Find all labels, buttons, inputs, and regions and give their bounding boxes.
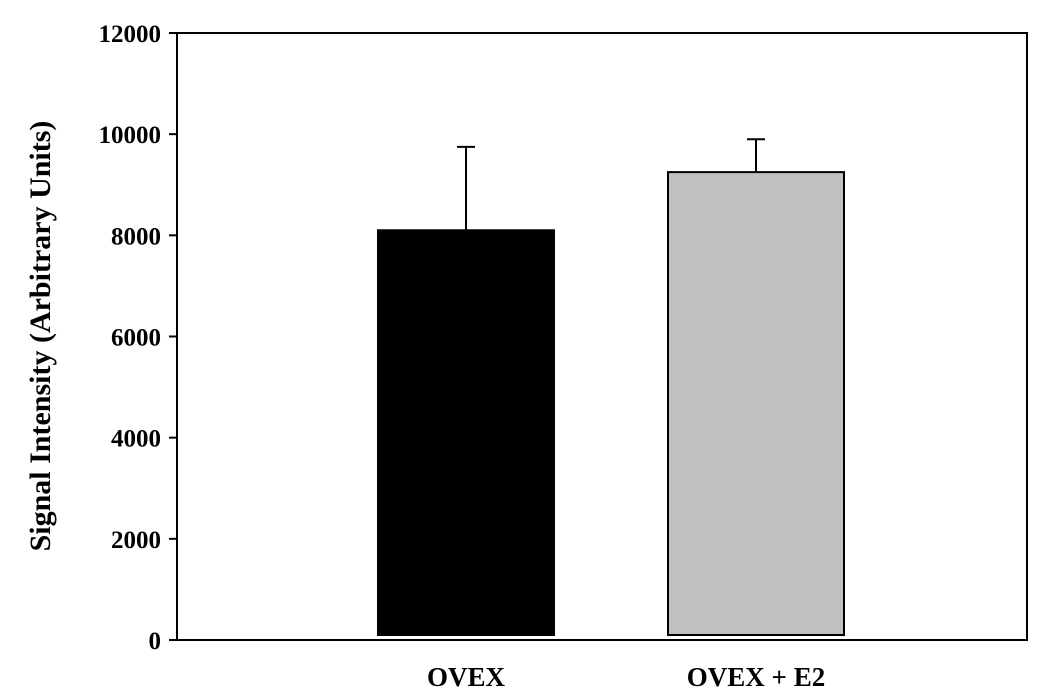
x-axis: OVEX OVEX + E2	[427, 662, 825, 692]
y-tick-label: 8000	[111, 223, 161, 250]
bars-group	[377, 138, 845, 637]
y-tick-label: 12000	[99, 21, 162, 48]
y-axis-title: Signal Intensity (Arbitrary Units)	[24, 121, 57, 552]
y-tick-label: 10000	[99, 122, 162, 149]
bar	[377, 229, 555, 636]
category-label: OVEX	[427, 662, 506, 692]
y-tick-label: 4000	[111, 426, 161, 453]
y-axis: 0 2000 4000 6000 8000 10000 12000	[99, 21, 177, 655]
category-label: OVEX + E2	[687, 662, 825, 692]
y-tick-label: 6000	[111, 325, 161, 352]
bar	[667, 171, 845, 637]
y-tick-label: 0	[149, 628, 162, 655]
plot-frame	[176, 32, 1028, 641]
y-tick-label: 2000	[111, 527, 161, 554]
